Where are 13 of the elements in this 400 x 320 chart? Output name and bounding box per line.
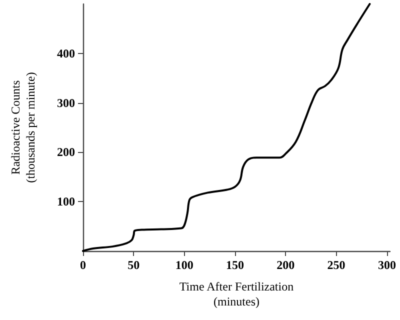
y-tick-label: 300: [57, 96, 75, 110]
y-tick-label: 100: [57, 194, 75, 209]
x-tick-label: 50: [128, 258, 140, 272]
x-tick-label: 0: [80, 258, 86, 272]
x-tick-label: 150: [226, 258, 244, 272]
y-axis-title: Radioactive Counts (thousands per minute): [8, 72, 38, 183]
x-axis-title: Time After Fertilization (minutes): [179, 280, 294, 308]
x-tick-label: 200: [276, 258, 295, 272]
y-tick-label: 200: [57, 145, 75, 160]
x-tick-label: 100: [175, 258, 194, 272]
x-tick-label: 300: [378, 258, 396, 272]
y-tick-label: 400: [57, 46, 75, 60]
x-tick-label: 250: [327, 258, 346, 272]
